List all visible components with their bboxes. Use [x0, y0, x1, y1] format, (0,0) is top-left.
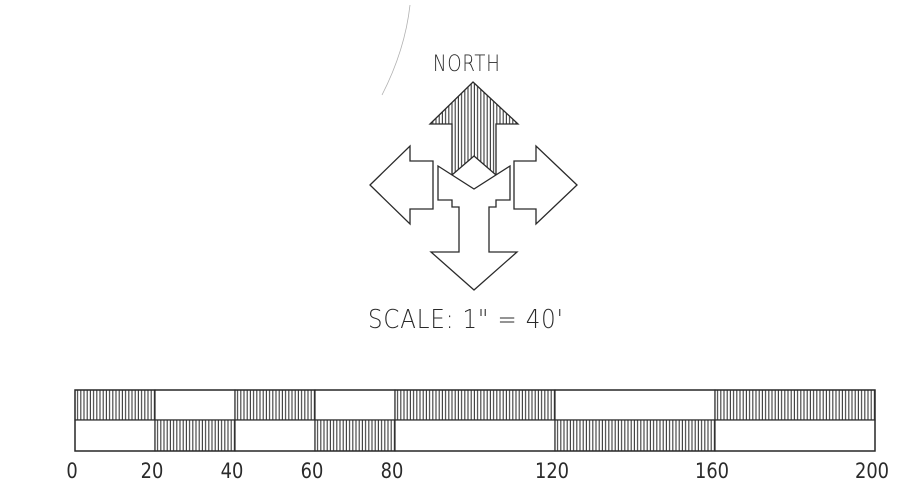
tick-label: 40: [220, 459, 244, 483]
scale-segment-bottom-6: [714, 419, 876, 452]
north-arrow-symbol: [369, 81, 578, 291]
graphic-scale-bar: [74, 389, 876, 452]
east-arrow: [513, 144, 578, 226]
scale-segment-bottom-5: [554, 419, 716, 452]
scale-segment-top-4: [394, 389, 556, 421]
scale-segment-bottom-3: [314, 419, 396, 452]
scale-segment-top-6: [714, 389, 876, 421]
tick-label: 120: [534, 459, 570, 483]
scan-mark: [381, 4, 411, 96]
tick-label: 160: [694, 459, 730, 483]
tick-label: 20: [140, 459, 164, 483]
west-arrow: [369, 144, 434, 226]
north-label: NORTH: [433, 52, 501, 77]
tick-label: 80: [380, 459, 404, 483]
scale-segment-bottom-1: [154, 419, 236, 452]
scale-segment-top-5: [554, 389, 716, 421]
scale-segment-top-1: [154, 389, 236, 421]
tick-label: 0: [66, 459, 78, 483]
scale-segment-bottom-2: [234, 419, 316, 452]
north-arrow: [428, 81, 520, 177]
scale-segment-top-0: [74, 389, 156, 421]
tick-label: 60: [300, 459, 324, 483]
scale-label: SCALE: 1" = 40': [368, 305, 564, 335]
scale-bar-outline: [74, 389, 876, 452]
scale-segment-top-2: [234, 389, 316, 421]
scale-segment-bottom-0: [74, 419, 156, 452]
scale-segment-top-3: [314, 389, 396, 421]
south-arrow: [429, 164, 519, 291]
scale-segment-bottom-4: [394, 419, 556, 452]
tick-label: 200: [854, 459, 890, 483]
